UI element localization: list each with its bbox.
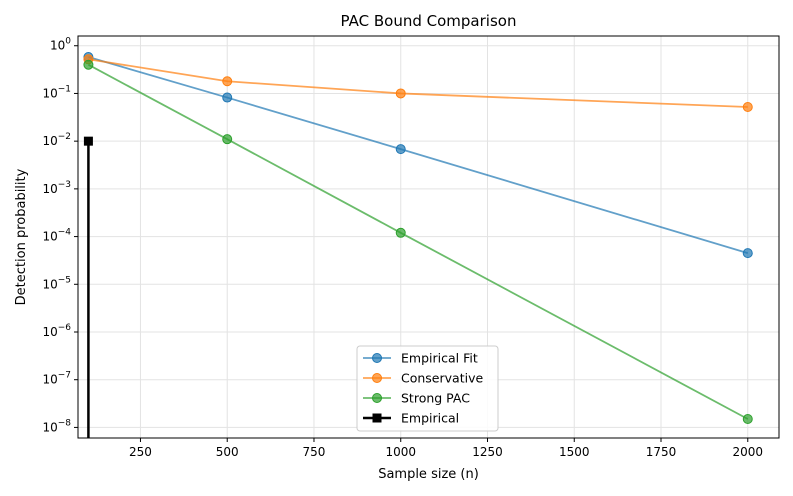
- x-tick-label: 500: [216, 445, 239, 459]
- data-point: [83, 59, 94, 70]
- data-point: [742, 414, 753, 425]
- series-line: [87, 63, 749, 420]
- data-point: [222, 76, 233, 87]
- legend-label: Empirical Fit: [401, 351, 478, 366]
- x-tick-label: 250: [129, 445, 152, 459]
- x-tick-label: 2000: [732, 445, 763, 459]
- y-tick-label: 10−2: [42, 132, 71, 148]
- series-line: [88, 58, 748, 108]
- series-line: [88, 56, 749, 254]
- data-point: [395, 144, 406, 155]
- y-tick-label: 10−6: [42, 323, 71, 339]
- data-point: [83, 136, 93, 146]
- legend-swatch-marker: [372, 393, 382, 403]
- legend-swatch-marker: [372, 413, 382, 423]
- chart-title: PAC Bound Comparison: [341, 12, 517, 30]
- series-layer: [83, 52, 753, 438]
- tick-layer: 250 500 750 1000 1250 1500 1750 2000 100 10−1 10−2…: [42, 37, 763, 459]
- data-point: [222, 134, 233, 145]
- data-point: [742, 248, 753, 259]
- legend-frame: [356, 345, 499, 432]
- x-tick-label: 1250: [472, 445, 503, 459]
- y-tick-label: 10−8: [42, 418, 71, 434]
- series-conservative: [83, 54, 753, 112]
- x-tick-label: 1750: [646, 445, 677, 459]
- data-point: [395, 88, 406, 99]
- legend-swatch-marker: [372, 353, 382, 363]
- series-empirical: [83, 136, 93, 438]
- y-tick-label: 100: [50, 37, 71, 53]
- x-tick-label: 750: [303, 445, 326, 459]
- data-point: [395, 227, 406, 238]
- legend: Empirical Fit Conservative Strong PAC Empir…: [356, 345, 499, 432]
- legend-label: Conservative: [401, 371, 483, 386]
- data-point: [742, 101, 753, 112]
- series-empirical-fit: [83, 52, 753, 259]
- y-tick-label: 10−5: [42, 275, 71, 291]
- legend-items: Empirical Fit Conservative Strong PAC Empir…: [363, 351, 483, 426]
- y-axis-label: Detection probability: [14, 168, 29, 305]
- legend-label: Strong PAC: [401, 391, 470, 406]
- series-strong-pac: [83, 59, 753, 425]
- data-point: [222, 92, 233, 103]
- y-tick-label: 10−1: [42, 84, 71, 100]
- legend-label: Empirical: [401, 411, 459, 426]
- legend-swatch-marker: [372, 373, 382, 383]
- x-axis-label: Sample size (n): [378, 467, 479, 482]
- y-tick-label: 10−4: [42, 228, 71, 244]
- y-tick-label: 10−7: [42, 371, 71, 387]
- x-tick-label: 1500: [559, 445, 590, 459]
- x-tick-label: 1000: [385, 445, 416, 459]
- y-tick-label: 10−3: [42, 180, 71, 196]
